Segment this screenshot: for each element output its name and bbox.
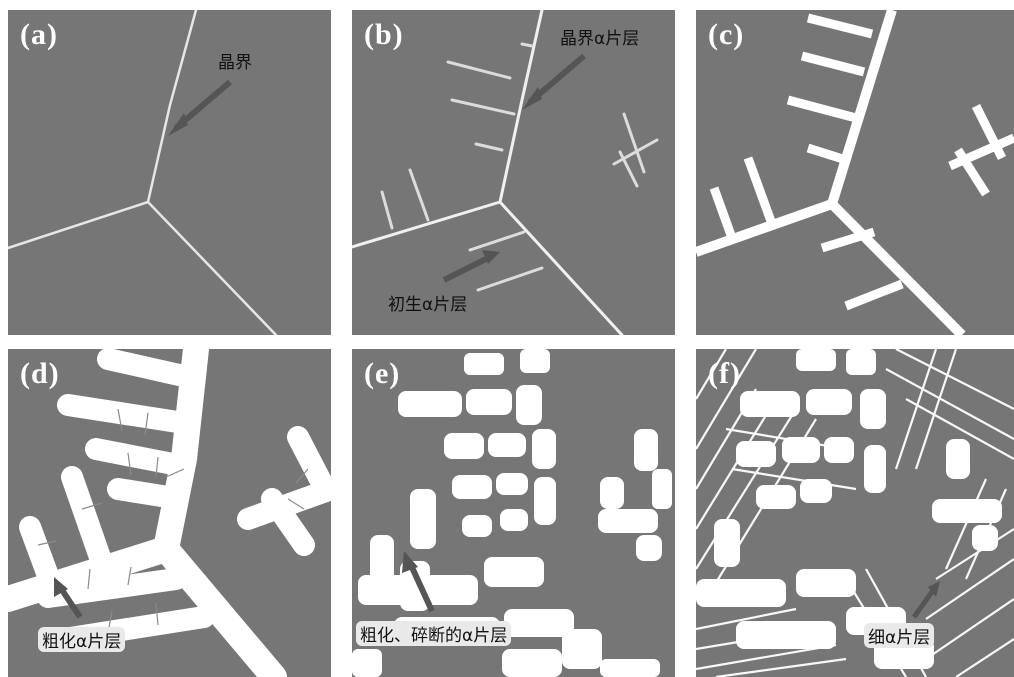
fragmented-alpha-blocks bbox=[352, 349, 672, 677]
arrow-boundary-alpha bbox=[522, 53, 586, 110]
panel-e: (e) 粗化、碎断的α片层 bbox=[352, 349, 675, 677]
grain-boundary-line bbox=[827, 10, 897, 206]
grain-boundary-line bbox=[146, 10, 198, 204]
arrow-fine-alpha bbox=[911, 581, 940, 619]
primary-alpha-laths bbox=[380, 42, 659, 292]
panel-a: (a) 晶界 bbox=[8, 10, 331, 335]
label-grain-boundary: 晶界 bbox=[218, 53, 252, 73]
panel-label-f: (f) bbox=[708, 357, 741, 390]
grain-boundary-line bbox=[8, 200, 150, 250]
label-coarsened-alpha-lath: 粗化α片层 bbox=[38, 627, 126, 652]
panel-c: (c) bbox=[696, 10, 1014, 335]
panel-e-drawing bbox=[352, 349, 672, 677]
arrow-primary-alpha bbox=[442, 250, 500, 283]
panel-f: (f) 细α片层 bbox=[696, 349, 1014, 677]
panel-label-a: (a) bbox=[20, 18, 58, 51]
arrow-coarsened-alpha bbox=[54, 577, 83, 619]
label-coarsened-fragmented-alpha-lath: 粗化、碎断的α片层 bbox=[356, 621, 512, 646]
label-primary-alpha-lath: 初生α片层 bbox=[388, 295, 468, 315]
label-boundary-alpha-lath: 晶界α片层 bbox=[560, 29, 640, 49]
panel-label-c: (c) bbox=[708, 18, 745, 51]
grain-boundary-line bbox=[498, 200, 624, 335]
grain-boundary-line bbox=[8, 536, 179, 612]
grain-boundary-line bbox=[146, 200, 278, 335]
lath-fractures bbox=[37, 408, 309, 634]
panel-b-drawing bbox=[352, 10, 659, 335]
thickened-alpha-laths bbox=[709, 13, 1014, 311]
fragmented-alpha-blocks bbox=[696, 349, 1002, 669]
panel-label-d: (d) bbox=[20, 357, 60, 390]
grain-boundary-line bbox=[498, 10, 544, 204]
grain-boundary-line bbox=[153, 536, 287, 677]
arrow-grain-boundary bbox=[168, 79, 232, 136]
label-fine-alpha-lath: 细α片层 bbox=[864, 623, 935, 648]
panel-label-e: (e) bbox=[364, 357, 401, 390]
coarsened-alpha-laths bbox=[19, 349, 331, 650]
grain-boundary-line bbox=[696, 199, 834, 257]
grain-boundary-line bbox=[828, 200, 966, 335]
arrow-fragmented-alpha bbox=[402, 551, 435, 613]
panel-label-b: (b) bbox=[364, 18, 404, 51]
panel-d: (d) 粗化α片层 bbox=[8, 349, 331, 677]
panel-c-drawing bbox=[696, 10, 1014, 335]
panel-b: (b) 晶界α片层 初生α片层 bbox=[352, 10, 675, 335]
panel-a-drawing bbox=[8, 10, 278, 335]
panel-f-drawing bbox=[696, 349, 1014, 677]
panel-d-drawing bbox=[8, 349, 331, 677]
grain-boundary-line bbox=[352, 200, 502, 249]
